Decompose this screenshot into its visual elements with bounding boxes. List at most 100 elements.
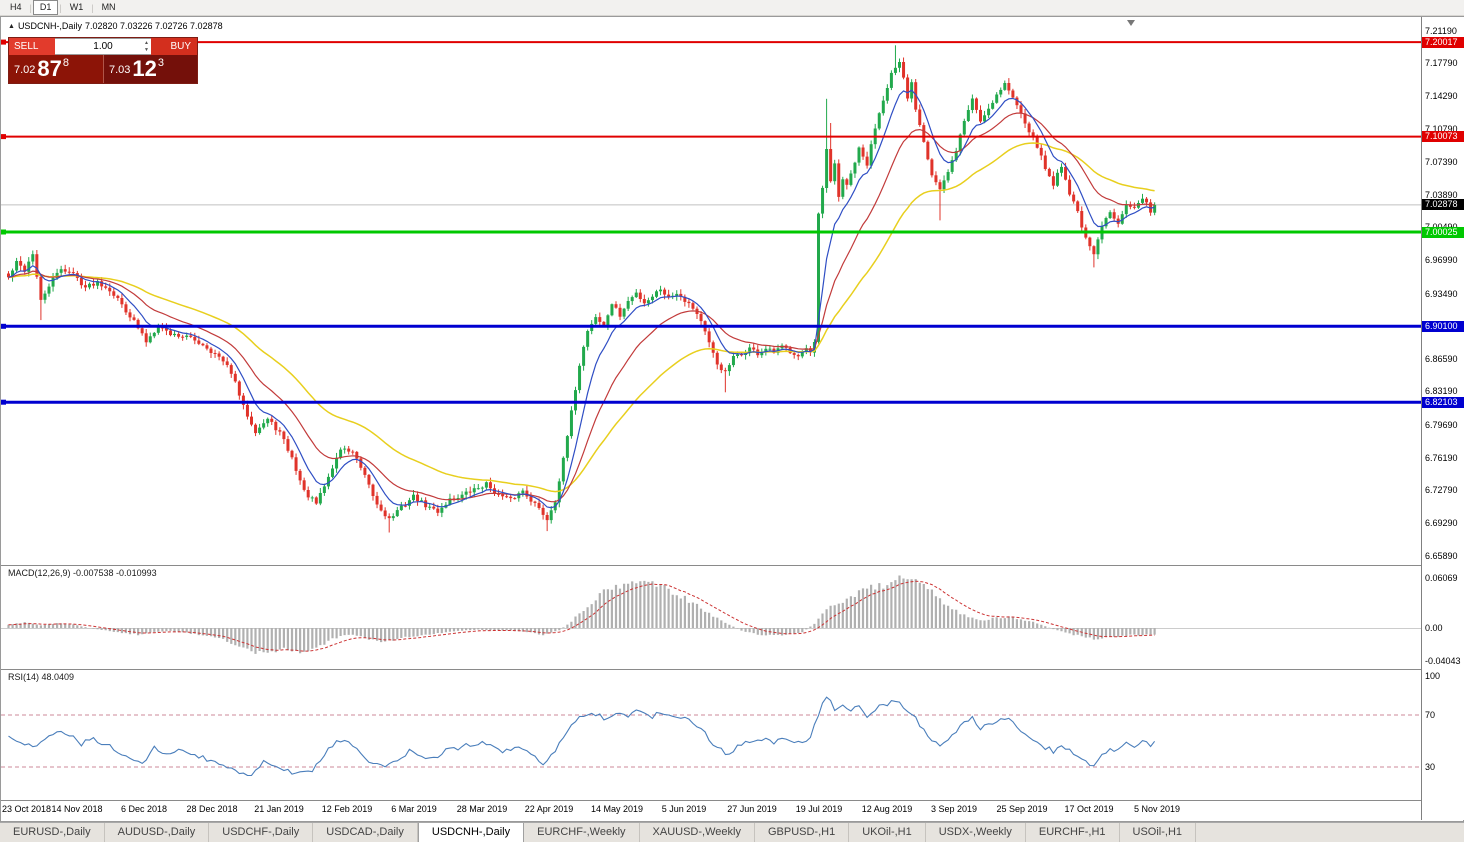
candle-body	[942, 180, 946, 190]
line-handle[interactable]	[1, 323, 6, 329]
candle-body	[440, 507, 444, 513]
chart-tab-usdcad-daily[interactable]: USDCAD-,Daily	[313, 823, 418, 842]
time-axis-label: 14 May 2019	[590, 804, 644, 814]
candle-body	[1112, 212, 1116, 219]
price-axis[interactable]: 7.21190 7.17790 7.14290 7.10790 7.07390 7.038…	[1421, 17, 1464, 820]
candle-body	[893, 67, 897, 73]
line-handle[interactable]	[1, 134, 6, 140]
price-axis-label: 7.14290	[1425, 91, 1458, 101]
candle-body	[424, 500, 428, 508]
candle-body	[484, 482, 488, 488]
candle-body	[43, 293, 47, 300]
time-axis-label: 17 Oct 2019	[1064, 804, 1114, 814]
candle-body	[100, 281, 104, 287]
buy-price[interactable]: 7.03 12 3	[103, 55, 197, 83]
candle-body	[889, 72, 893, 88]
candle-body	[1019, 105, 1023, 114]
chart-tab-usdx-weekly[interactable]: USDX-,Weekly	[926, 823, 1026, 842]
chart-plot[interactable]	[1, 17, 1421, 821]
ma-line-blue	[8, 89, 1155, 509]
candle-body	[55, 272, 59, 278]
candle-body	[719, 364, 723, 371]
chart-tab-gbpusd-h1[interactable]: GBPUSD-,H1	[755, 823, 850, 842]
chart-tab-audusd-daily[interactable]: AUDUSD-,Daily	[105, 823, 210, 842]
sell-price-sup: 8	[62, 57, 70, 69]
candle-body	[541, 507, 545, 515]
candle-body	[79, 277, 83, 286]
chart-tab-usoil-h1[interactable]: USOil-,H1	[1120, 823, 1197, 842]
candle-body	[468, 491, 472, 493]
candle-body	[233, 373, 237, 382]
candle-body	[169, 330, 172, 336]
chart-tab-usdchf-daily[interactable]: USDCHF-,Daily	[209, 823, 314, 842]
lot-increase-button[interactable]: ▲	[144, 40, 149, 46]
timeframe-button-h4[interactable]: H4	[10, 2, 22, 12]
sell-price-big: 87	[37, 56, 62, 81]
candle-body	[355, 451, 359, 459]
time-axis-label: 21 Jan 2019	[254, 804, 304, 814]
timeframe-button-d1[interactable]: D1	[32, 0, 59, 15]
sell-button[interactable]: SELL	[9, 38, 55, 55]
chart-tab-eurusd-daily[interactable]: EURUSD-,Daily	[0, 823, 105, 842]
candle-body	[278, 430, 282, 432]
candle-body	[31, 254, 35, 262]
candle-body	[1145, 198, 1149, 203]
lot-decrease-button[interactable]: ▼	[144, 47, 149, 53]
candle-body	[578, 365, 582, 391]
chart-tab-xauusd-weekly[interactable]: XAUUSD-,Weekly	[640, 823, 755, 842]
candle-body	[331, 468, 334, 477]
time-axis-label: 19 Jul 2019	[795, 804, 843, 814]
chart-tab-usdcnh-daily[interactable]: USDCNH-,Daily	[417, 823, 525, 842]
line-handle[interactable]	[1, 399, 6, 405]
timeframe-button-w1[interactable]: W1	[69, 2, 84, 12]
candle-body	[800, 351, 804, 357]
candle-body	[934, 175, 938, 183]
candle-body	[432, 506, 436, 509]
time-axis[interactable]: 23 Oct 2018 14 Nov 2018 6 Dec 2018 28 Dec 2…	[1, 801, 1421, 820]
candle-body	[1027, 123, 1031, 133]
one-click-trade-panel: SELL 1.00 ▲ ▼ BUY 7.02 87 8 7.03 12 3	[9, 38, 197, 83]
candle-body	[35, 254, 39, 277]
candle-body	[991, 102, 995, 109]
candle-body	[606, 315, 610, 326]
candle-body	[120, 298, 124, 305]
candle-body	[363, 467, 367, 475]
timeframe-button-mn[interactable]: MN	[101, 2, 116, 12]
chart-shift-marker[interactable]	[1127, 20, 1135, 26]
chart-tab-ukoil-h1[interactable]: UKOil-,H1	[849, 823, 926, 842]
candle-body	[529, 496, 533, 502]
candle-body	[209, 348, 213, 353]
line-handle[interactable]	[1, 39, 6, 45]
lot-size-input[interactable]: 1.00 ▲ ▼	[55, 38, 151, 55]
chart-tab-eurchf-weekly[interactable]: EURCHF-,Weekly	[524, 823, 640, 842]
candle-body	[403, 505, 407, 507]
candle-body	[347, 448, 351, 452]
chart-tab-eurchf-h1[interactable]: EURCHF-,H1	[1026, 823, 1120, 842]
sell-price[interactable]: 7.02 87 8	[9, 55, 103, 83]
candle-body	[638, 292, 642, 299]
candle-body	[250, 416, 253, 425]
time-axis-label: 14 Nov 2018	[51, 804, 103, 814]
price-axis-label: 6.93490	[1425, 288, 1458, 299]
candle-body	[930, 159, 934, 176]
buy-button[interactable]: BUY	[151, 38, 197, 55]
candle-body	[395, 510, 399, 517]
candle-body	[237, 381, 241, 396]
lot-spinner: ▲ ▼	[144, 40, 149, 54]
candle-body	[950, 160, 954, 172]
candle-body	[39, 276, 43, 300]
candle-body	[979, 109, 982, 122]
candle-body	[740, 354, 744, 356]
price-line-label: 6.82103	[1422, 396, 1464, 408]
candle-body	[723, 370, 727, 372]
candle-body	[715, 352, 719, 365]
candle-body	[861, 147, 865, 157]
line-handle[interactable]	[1, 229, 6, 235]
candle-body	[428, 506, 432, 508]
candle-body	[1068, 179, 1072, 195]
rsi-line	[8, 696, 1156, 777]
candle-body	[164, 327, 168, 331]
candle-body	[610, 304, 614, 316]
candle-body	[456, 498, 460, 499]
price-line-label: 7.20017	[1422, 36, 1464, 48]
